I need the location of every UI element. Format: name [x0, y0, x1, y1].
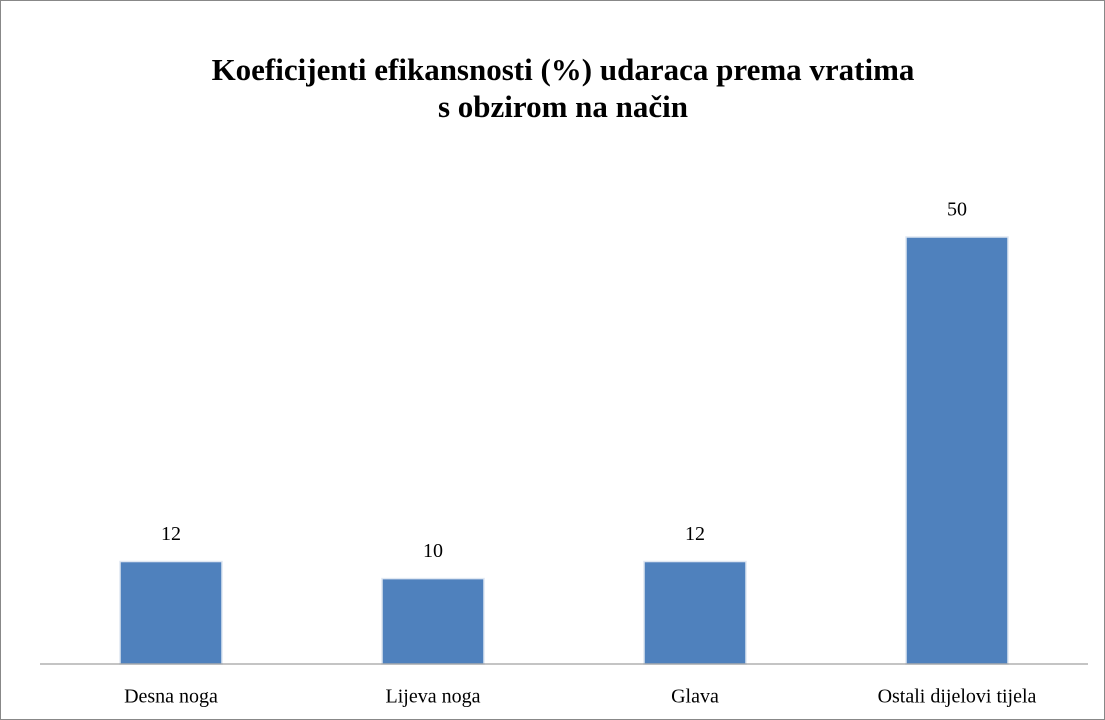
- x-tick-label: Lijeva noga: [386, 686, 481, 708]
- x-tick-label: Glava: [671, 686, 719, 708]
- chart-title: s obzirom na način: [438, 89, 688, 124]
- bar: [643, 560, 747, 665]
- x-tick-label: Ostali dijelovi tijela: [878, 686, 1037, 708]
- data-label: 12: [685, 523, 705, 545]
- bar: [905, 236, 1009, 665]
- data-label: 50: [947, 199, 967, 221]
- x-tick-label: Desna noga: [124, 686, 218, 708]
- chart-title: Koeficijenti efikansnosti (%) udaraca pr…: [212, 52, 915, 87]
- bar: [119, 560, 223, 665]
- data-label: 10: [423, 540, 443, 562]
- bar: [381, 577, 485, 665]
- data-label: 12: [161, 523, 181, 545]
